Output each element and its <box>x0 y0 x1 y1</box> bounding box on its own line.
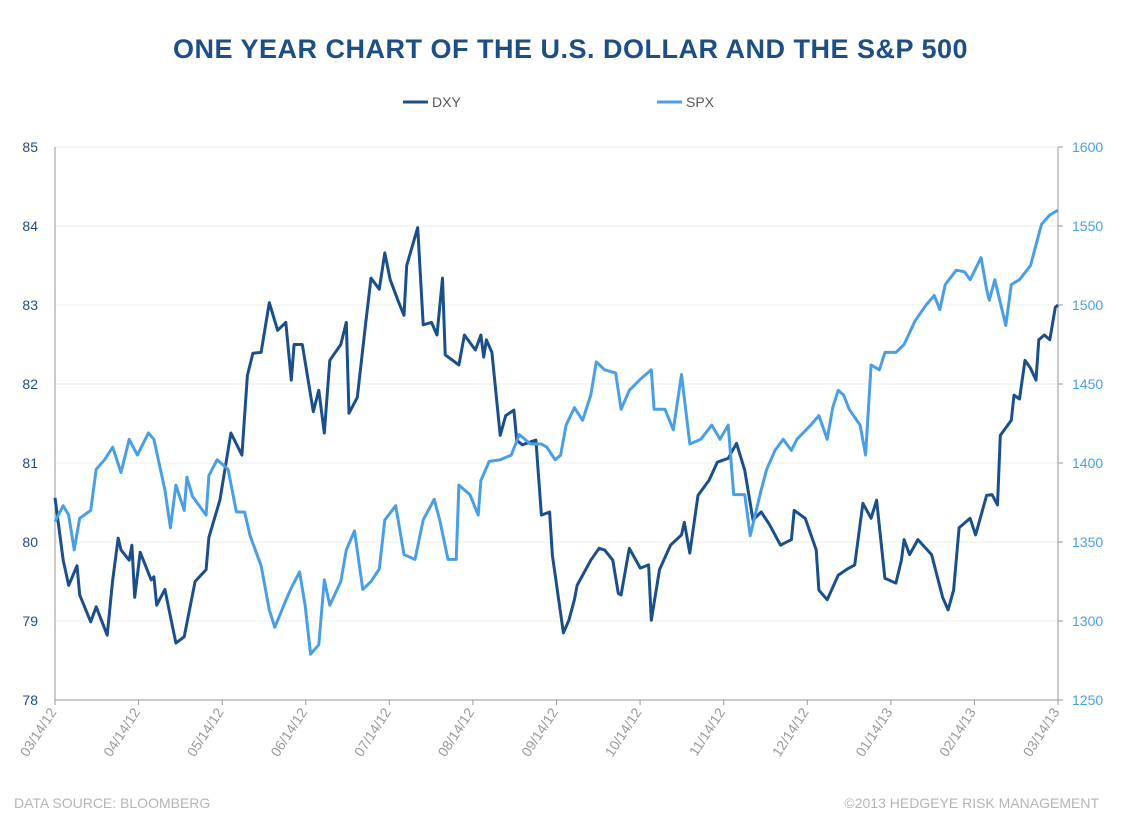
y-left-tick-label: 83 <box>22 297 38 313</box>
y-left-tick-label: 80 <box>22 534 38 550</box>
legend-label-dxy: DXY <box>432 94 461 110</box>
y-left-tick-label: 78 <box>22 692 38 708</box>
y-left-tick-label: 85 <box>22 139 38 155</box>
copyright: ©2013 HEDGEYE RISK MANAGEMENT <box>844 795 1099 811</box>
y-right-tick-label: 1300 <box>1072 613 1103 629</box>
y-right-tick-label: 1350 <box>1072 534 1103 550</box>
chart-title: ONE YEAR CHART OF THE U.S. DOLLAR AND TH… <box>172 34 969 64</box>
x-tick-label: 12/14/12 <box>769 705 812 760</box>
x-tick-label: 02/14/13 <box>936 705 979 760</box>
x-tick-label: 05/14/12 <box>184 705 227 760</box>
x-tick-label: 06/14/12 <box>267 705 310 760</box>
x-tick-label: 09/14/12 <box>518 705 561 760</box>
y-left-tick-label: 79 <box>22 613 38 629</box>
data-source: DATA SOURCE: BLOOMBERG <box>14 795 211 811</box>
y-left-tick-label: 82 <box>22 376 38 392</box>
series-line-dxy <box>53 226 1059 645</box>
y-right-tick-label: 1400 <box>1072 455 1103 471</box>
x-tick-label: 01/14/13 <box>852 705 895 760</box>
y-left-tick-label: 81 <box>22 455 38 471</box>
x-tick-label: 04/14/12 <box>100 705 143 760</box>
legend-label-spx: SPX <box>686 94 715 110</box>
x-tick-label: 03/14/12 <box>16 705 59 760</box>
y-left-tick-label: 84 <box>22 218 38 234</box>
x-tick-label: 07/14/12 <box>351 705 394 760</box>
series-line-spx <box>53 208 1059 656</box>
y-right-tick-label: 1600 <box>1072 139 1103 155</box>
y-right-tick-label: 1550 <box>1072 218 1103 234</box>
x-tick-label: 11/14/12 <box>686 705 729 759</box>
y-right-tick-label: 1250 <box>1072 692 1103 708</box>
y-right-tick-label: 1450 <box>1072 376 1103 392</box>
x-tick-label: 10/14/12 <box>601 705 644 760</box>
x-tick-label: 08/14/12 <box>434 705 477 760</box>
y-right-tick-label: 1500 <box>1072 297 1103 313</box>
x-tick-label: 03/14/13 <box>1019 705 1062 760</box>
